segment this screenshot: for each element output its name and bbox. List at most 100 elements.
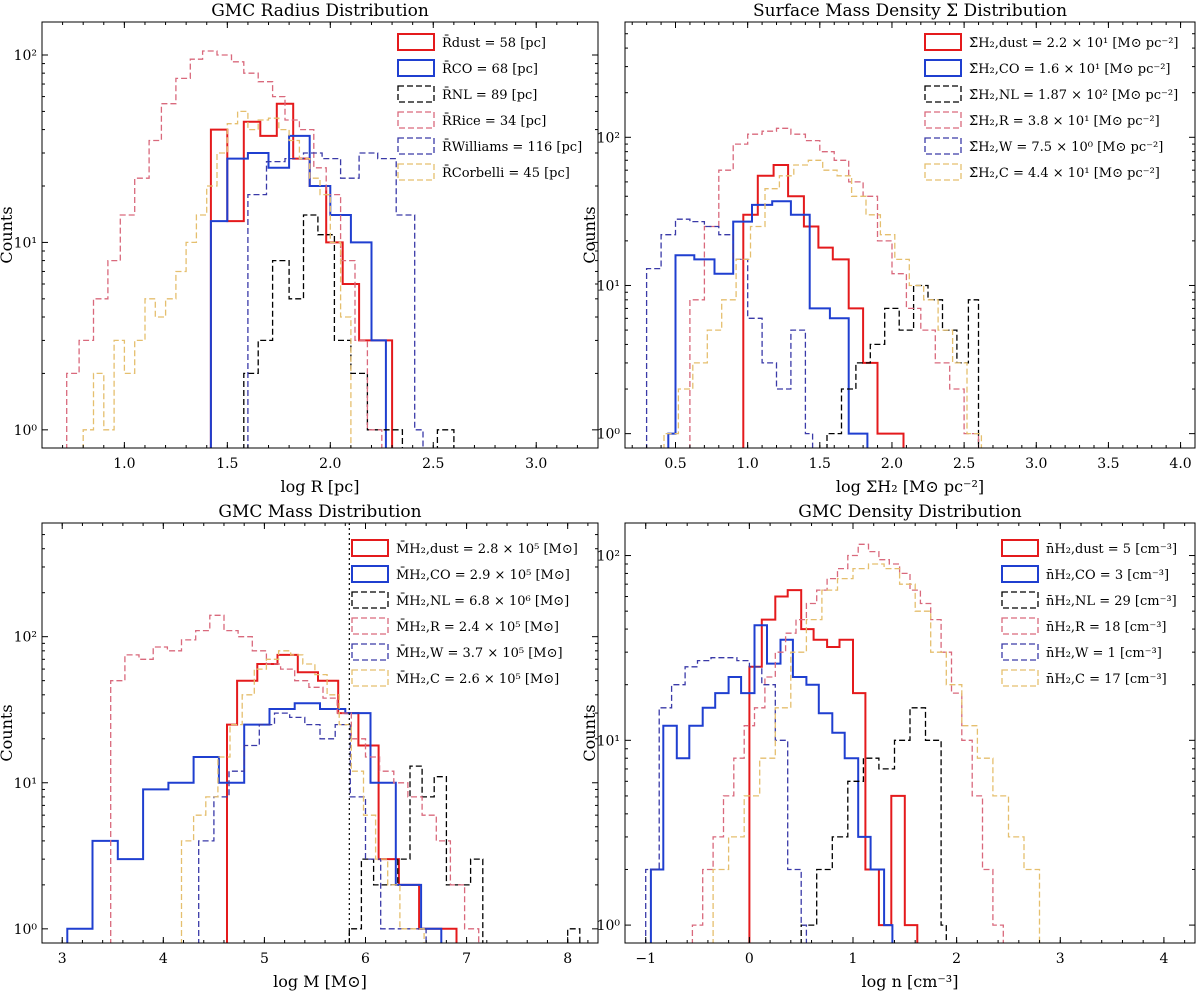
y-tick-label: 10¹ [597, 733, 620, 749]
x-tick-label: 2.0 [881, 456, 903, 472]
legend-swatch-williams [397, 137, 435, 155]
x-axis-label: log ΣH₂ [M⊙ pc⁻²] [836, 477, 984, 496]
legend-swatch-co [1001, 565, 1039, 583]
chart-title: GMC Radius Distribution [211, 1, 429, 21]
series-rice [691, 543, 1004, 943]
plot-area [645, 543, 1041, 943]
y-tick-label: 10⁰ [14, 922, 38, 938]
series-williams [645, 657, 808, 943]
x-tick-label: 3.0 [525, 456, 547, 472]
plot-area [645, 127, 983, 448]
y-tick-label: 10² [14, 630, 37, 646]
y-axis-label: Counts [580, 704, 599, 761]
y-axis-label: Counts [0, 206, 16, 263]
y-tick-label: 10² [14, 48, 37, 64]
x-tick-label: 1.5 [216, 456, 238, 472]
legend-swatch-williams [351, 643, 389, 661]
legend-swatch-williams [924, 137, 962, 155]
legend-label-rice: M̄H₂,R = 2.4 × 10⁵ [M⊙] [396, 619, 559, 635]
legend-swatch-dust [924, 33, 962, 51]
x-tick-label: 4.0 [1169, 456, 1191, 472]
series-corbelli [712, 563, 1041, 943]
axes-frame [41, 21, 599, 449]
legend-label-dust: n̄H₂,dust = 5 [cm⁻³] [1046, 542, 1177, 557]
series-williams [645, 218, 814, 448]
x-tick-label: 1 [849, 951, 858, 967]
legend-label-rice: Σ̄H₂,R = 3.8 × 10¹ [M⊙ pc⁻²] [969, 114, 1160, 129]
legend-label-williams: M̄H₂,W = 3.7 × 10⁵ [M⊙] [396, 645, 563, 661]
legend-label-corbelli: n̄H₂,C = 17 [cm⁻³] [1046, 672, 1167, 687]
x-tick-label: 6 [361, 951, 370, 967]
y-axis-label: Counts [0, 704, 16, 761]
plot-area [66, 614, 581, 943]
x-tick-label: 8 [563, 951, 572, 967]
x-tick-label: 0.5 [664, 456, 686, 472]
legend-label-co: M̄H₂,CO = 2.9 × 10⁵ [M⊙] [396, 567, 570, 583]
legend-label-co: R̄CO = 68 [pc] [442, 61, 538, 77]
x-tick-label: 3 [1056, 951, 1065, 967]
series-nl [800, 707, 947, 943]
legend-swatch-nl [397, 85, 435, 103]
x-tick-label: 1.0 [113, 456, 135, 472]
legend-swatch-corbelli [1001, 669, 1039, 687]
chart-title: GMC Mass Distribution [218, 502, 421, 522]
legend-swatch-dust [351, 539, 389, 557]
series-nl [243, 214, 455, 448]
legend: Σ̄H₂,dust = 2.2 × 10¹ [M⊙ pc⁻²] Σ̄H₂,CO =… [924, 33, 1179, 181]
x-tick-label: 4 [159, 951, 168, 967]
axes-frame [624, 522, 1196, 944]
x-tick-label: 3.5 [1097, 456, 1119, 472]
legend-label-dust: M̄H₂,dust = 2.8 × 10⁵ [M⊙] [396, 541, 578, 557]
plot-area [66, 50, 455, 448]
x-axis-label: log n [cm⁻³] [862, 972, 959, 991]
legend-label-rice: n̄H₂,R = 18 [cm⁻³] [1046, 620, 1167, 635]
legend-label-corbelli: Σ̄H₂,C = 4.4 × 10¹ [M⊙ pc⁻²] [969, 166, 1160, 181]
legend-swatch-dust [397, 33, 435, 51]
series-co [667, 200, 869, 448]
legend-swatch-corbelli [351, 669, 389, 687]
panel-1: 1.0 1.5 2.0 2.5 3.0 10⁰ 10¹ 10² GMC Radius Distr… [0, 1, 599, 496]
legend-swatch-rice [1001, 617, 1039, 635]
legend-swatch-williams [1001, 643, 1039, 661]
x-axis-label: log M [M⊙] [273, 972, 367, 991]
y-tick-label: 10¹ [14, 235, 37, 251]
chart-title: GMC Density Distribution [798, 502, 1022, 522]
legend-label-co: n̄H₂,CO = 3 [cm⁻³] [1046, 568, 1169, 583]
series-co [66, 702, 443, 943]
series-rice [689, 127, 980, 448]
legend-swatch-dust [1001, 539, 1039, 557]
legend: R̄dust = 58 [pc] R̄CO = 68 [pc] R̄NL = 89 … [397, 33, 582, 181]
x-axis-label: log R [pc] [281, 477, 360, 496]
series-co [649, 624, 894, 943]
x-tick-label: 1.5 [809, 456, 831, 472]
y-tick-label: 10¹ [14, 776, 37, 792]
chart-title: Surface Mass Density Σ Distribution [753, 1, 1067, 21]
legend-swatch-nl [1001, 591, 1039, 609]
legend-swatch-corbelli [397, 163, 435, 181]
legend-label-williams: n̄H₂,W = 1 [cm⁻³] [1046, 646, 1162, 661]
legend-label-williams: R̄Williams = 116 [pc] [442, 139, 582, 155]
series-williams [198, 712, 427, 943]
legend-label-dust: R̄dust = 58 [pc] [442, 35, 546, 51]
series-corbelli [82, 110, 352, 448]
legend-swatch-rice [397, 111, 435, 129]
legend-swatch-co [397, 59, 435, 77]
legend-label-nl: R̄NL = 89 [pc] [442, 87, 537, 103]
x-tick-label: 3 [58, 951, 67, 967]
x-tick-label: 2.5 [422, 456, 444, 472]
series-dust [748, 589, 919, 943]
x-tick-label: 7 [462, 951, 471, 967]
axes-frame [624, 21, 1196, 449]
y-tick-label: 10² [597, 130, 620, 146]
series-nl [348, 765, 581, 943]
legend-swatch-nl [351, 591, 389, 609]
legend: M̄H₂,dust = 2.8 × 10⁵ [M⊙] M̄H₂,CO = 2.9 … [351, 539, 578, 687]
y-axis-label: Counts [580, 206, 599, 263]
panel-3: 3 4 5 6 7 8 10⁰ 10¹ 10² GMC Mass Distribution log … [0, 502, 599, 991]
x-tick-label: 2.0 [319, 456, 341, 472]
legend-swatch-rice [351, 617, 389, 635]
y-tick-label: 10² [597, 549, 620, 565]
axes-frame [41, 522, 599, 944]
